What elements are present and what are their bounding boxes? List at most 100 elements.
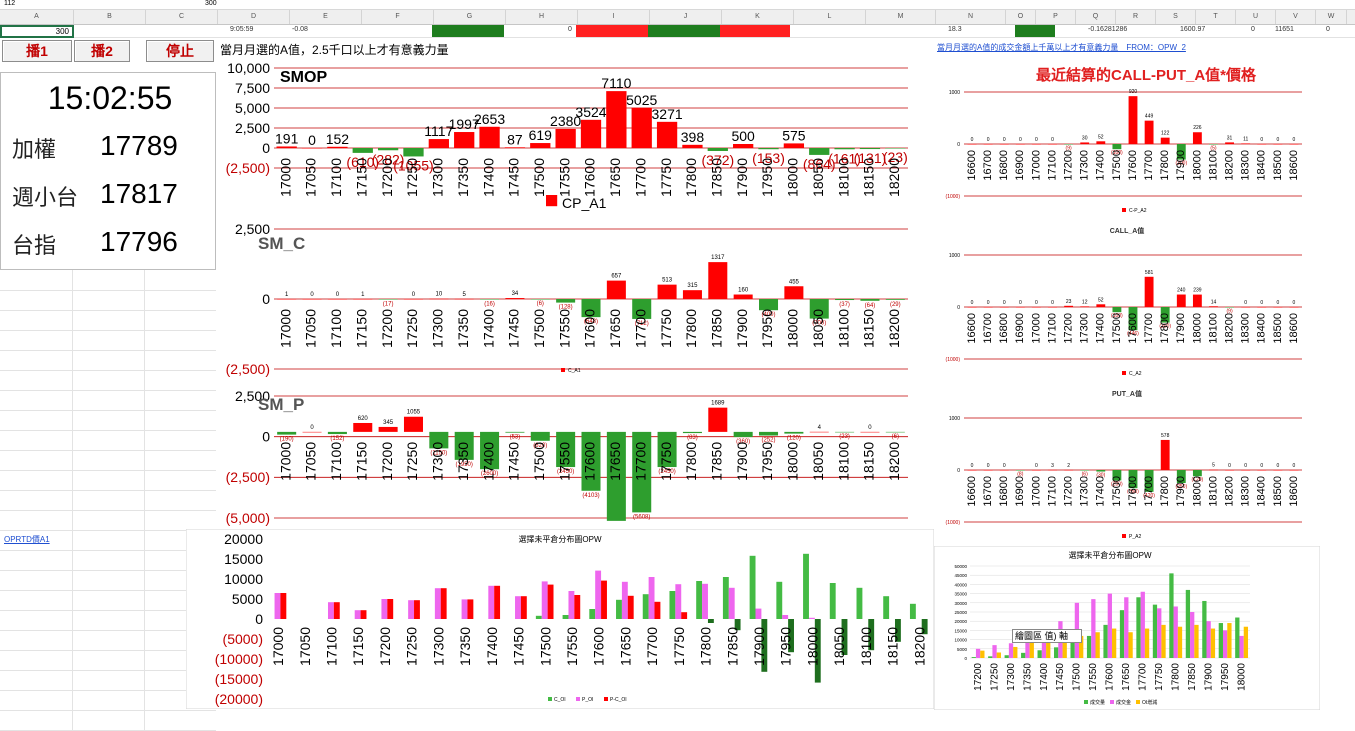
- play2-button[interactable]: 播2: [74, 40, 130, 62]
- column-header[interactable]: A: [0, 10, 74, 24]
- oi-distribution-chart[interactable]: 選擇未平倉分布圖OPW 20000 15000 10000 5000 0 (5000) (10…: [186, 529, 934, 709]
- data-label: 0: [1003, 463, 1006, 469]
- bar: [480, 431, 500, 470]
- call-a-chart[interactable]: 1000 0 (1000) 0 16600 0 16700 0 16800 0 16900 0 1700…: [934, 219, 1320, 381]
- x-tick-label: 16600: [966, 476, 978, 507]
- x-tick-label: 17000: [277, 442, 293, 481]
- column-header[interactable]: G: [434, 10, 506, 24]
- bar: [868, 619, 875, 651]
- x-tick-label: 17300: [1006, 663, 1017, 691]
- bar: [1289, 470, 1299, 471]
- cell-e1[interactable]: -0.08: [292, 26, 308, 33]
- column-header[interactable]: P: [1036, 10, 1076, 24]
- column-header[interactable]: L: [794, 10, 866, 24]
- cell-p1[interactable]: [1015, 25, 1055, 37]
- column-header[interactable]: R: [1116, 10, 1156, 24]
- play1-button[interactable]: 播1: [2, 40, 72, 62]
- column-header[interactable]: V: [1276, 10, 1316, 24]
- cell-t1[interactable]: 1600.97: [1180, 26, 1206, 33]
- x-tick-label: 18500: [1272, 476, 1284, 507]
- data-label: (161): [828, 150, 861, 166]
- quote-panel: [0, 72, 216, 270]
- y-tick-label: 0: [957, 468, 960, 474]
- source-link[interactable]: 當月月選的A值的成交金額上千萬以上才有意義力量 FROM：OPW_2: [937, 43, 1186, 52]
- column-header[interactable]: K: [722, 10, 794, 24]
- data-label: 12: [1082, 299, 1088, 305]
- x-tick-label: 17500: [1072, 663, 1083, 691]
- data-label: 0: [1293, 463, 1296, 469]
- column-header[interactable]: N: [936, 10, 1006, 24]
- y-tick-label: (20000): [215, 691, 263, 707]
- column-header[interactable]: W: [1316, 10, 1347, 24]
- cell-i1[interactable]: 0: [568, 26, 572, 33]
- column-header[interactable]: J: [650, 10, 722, 24]
- bar: [1225, 142, 1234, 144]
- x-tick-label: 18000: [1191, 476, 1203, 507]
- column-header[interactable]: H: [506, 10, 578, 24]
- x-tick-label: 17300: [1079, 150, 1091, 181]
- bar: [276, 146, 297, 148]
- column-header[interactable]: T: [1196, 10, 1236, 24]
- cell-k1[interactable]: [720, 25, 790, 37]
- x-tick-label: 17700: [632, 158, 648, 197]
- cell-u1[interactable]: 0: [1251, 26, 1255, 33]
- cell-j1[interactable]: [648, 25, 720, 37]
- column-header[interactable]: I: [578, 10, 650, 24]
- bar: [1192, 132, 1202, 144]
- column-header[interactable]: U: [1236, 10, 1276, 24]
- x-tick-label: 18150: [861, 158, 877, 197]
- sm-c-chart[interactable]: 2,500 0 (2,500) 1 17000 0 17050 0 17100 1 17150 (17…: [216, 219, 934, 385]
- bar: [488, 585, 495, 619]
- stop-button[interactable]: 停止: [146, 40, 214, 62]
- put-a-chart[interactable]: 1000 0 (1000) 0 16600 0 16700 0 16800 (8)16900 0 17…: [934, 382, 1320, 544]
- column-header[interactable]: F: [362, 10, 434, 24]
- x-tick-label: 17200: [1063, 150, 1075, 181]
- column-header[interactable]: Q: [1076, 10, 1116, 24]
- data-label: 31: [1227, 135, 1233, 141]
- column-header[interactable]: C: [146, 10, 218, 24]
- opw-volume-chart[interactable]: 選擇未平倉分布圖OPW50000450004000035000300002500…: [934, 546, 1320, 710]
- x-tick-label: 17950: [759, 309, 775, 348]
- bar: [1176, 294, 1186, 307]
- data-label: (53): [510, 435, 521, 441]
- sm-p-chart[interactable]: 2,500 0 (2,500) (5,000) (190)17000 0 17050 (152…: [216, 386, 934, 528]
- x-tick-label: 17400: [1095, 476, 1107, 507]
- column-header[interactable]: M: [866, 10, 936, 24]
- cell-g1[interactable]: [432, 25, 504, 37]
- bar: [1222, 630, 1228, 658]
- bar: [1048, 469, 1057, 471]
- y-tick-label: 0: [255, 611, 263, 627]
- column-header[interactable]: D: [218, 10, 290, 24]
- x-tick-label: 17250: [989, 663, 1000, 691]
- clock-display: 15:02:55: [47, 80, 173, 116]
- x-tick-label: 17000: [1030, 150, 1042, 181]
- cell-n1[interactable]: 18.3: [948, 26, 962, 33]
- column-header[interactable]: S: [1156, 10, 1196, 24]
- x-tick-label: 17750: [671, 627, 687, 666]
- x-tick-label: 17100: [328, 309, 344, 348]
- bar: [1225, 470, 1234, 471]
- data-label: 345: [383, 420, 394, 426]
- cell-i1-fill[interactable]: [576, 25, 648, 37]
- cell-v1[interactable]: 11651: [1275, 26, 1294, 33]
- bar: [1173, 606, 1178, 658]
- bar: [967, 470, 977, 471]
- smop-chart[interactable]: 10,000 7,500 5,000 2,500 0 (2,500) 191 17000 0 17…: [216, 56, 934, 218]
- bar: [1064, 469, 1074, 471]
- column-header[interactable]: O: [1006, 10, 1036, 24]
- cell-w1[interactable]: 0: [1326, 26, 1330, 33]
- column-header[interactable]: E: [290, 10, 362, 24]
- bar: [1032, 307, 1041, 308]
- x-tick-label: 17750: [658, 309, 674, 348]
- name-box[interactable]: 112: [4, 0, 16, 7]
- cell-r1[interactable]: -0.16281286: [1088, 26, 1128, 33]
- selected-cell-a1[interactable]: 300: [0, 25, 74, 38]
- bar: [568, 591, 575, 619]
- sheet-link[interactable]: OPRTD價A1: [4, 535, 50, 544]
- formula-input[interactable]: 300: [205, 0, 217, 7]
- bar: [1032, 470, 1041, 471]
- column-header[interactable]: B: [74, 10, 146, 24]
- cell-d1[interactable]: 9:05:59: [230, 26, 254, 33]
- x-tick-label: 18000: [1236, 663, 1247, 691]
- cp-a2-chart[interactable]: 1000 0 (1000) 0 16600 0 16700 0 16800 0 16900 0 1700…: [934, 56, 1320, 218]
